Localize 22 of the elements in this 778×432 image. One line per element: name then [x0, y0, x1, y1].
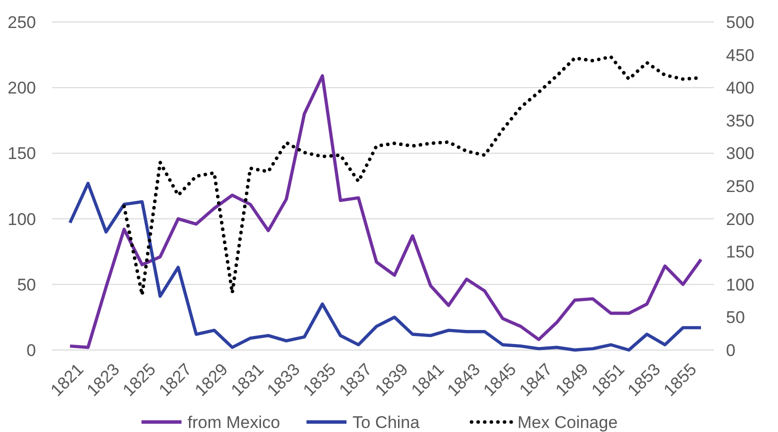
line-series [68, 74, 703, 349]
legend-label: To China [352, 412, 420, 432]
y-tick-label: 250 [8, 12, 36, 32]
legend-label: from Mexico [188, 412, 280, 432]
line-series [68, 182, 703, 352]
y-tick-label: 150 [8, 144, 36, 164]
y2-tick-label: 450 [726, 46, 754, 65]
y2-tick-label: 350 [726, 111, 754, 130]
y2-tick-label: 500 [726, 12, 754, 32]
y-tick-label: 200 [8, 78, 36, 98]
y2-tick-label: 200 [726, 210, 754, 229]
legend-label: Mex Coinage [518, 412, 618, 432]
y-tick-label: 50 [17, 275, 36, 294]
y-tick-label: 0 [26, 340, 36, 360]
y2-tick-label: 100 [726, 275, 754, 294]
y-tick-label: 100 [8, 210, 36, 229]
y2-tick-label: 50 [726, 308, 745, 328]
y2-tick-label: 250 [726, 176, 754, 196]
y2-tick-label: 300 [726, 144, 754, 164]
y2-tick-label: 0 [726, 340, 736, 360]
y2-tick-label: 400 [726, 78, 754, 98]
y2-tick-label: 150 [726, 242, 754, 262]
